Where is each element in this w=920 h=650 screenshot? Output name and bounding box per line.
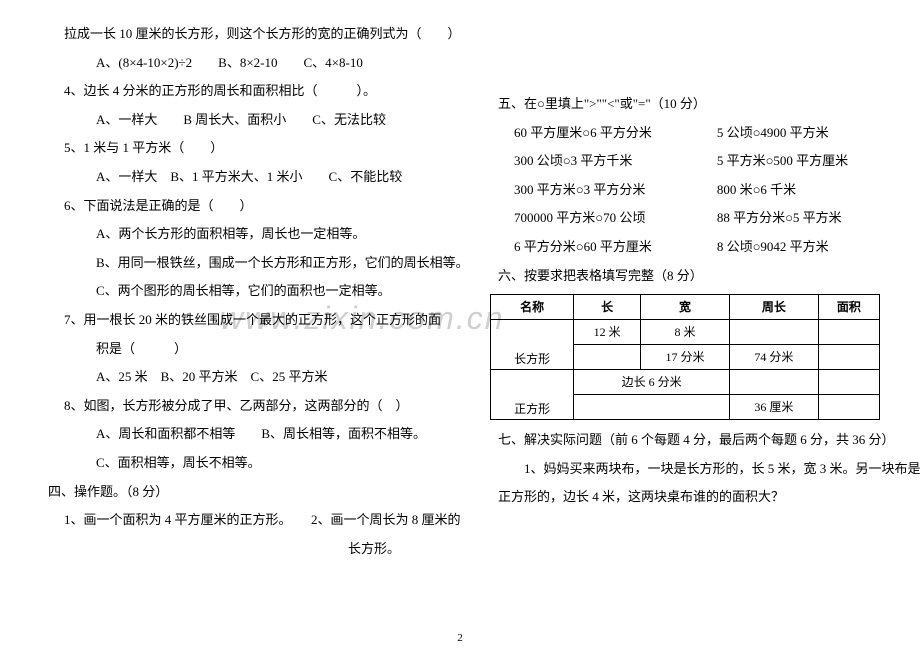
q6-opt-a: A、两个长方形的面积相等，周长也一定相等。 — [40, 220, 460, 249]
q-stem-continue: 拉成一长 10 厘米的长方形，则这个长方形的宽的正确列式为（ ） — [40, 20, 460, 49]
cell: 74 分米 — [729, 345, 818, 370]
cell: 17 分米 — [641, 345, 730, 370]
page-root: 拉成一长 10 厘米的长方形，则这个长方形的宽的正确列式为（ ） A、(8×4-… — [0, 0, 920, 650]
section-6: 六、按要求把表格填写完整（8 分） — [490, 262, 910, 291]
th-wid: 宽 — [641, 295, 730, 320]
s7-q1b: 正方形的，边长 4 米，这两块桌布谁的的面积大？ — [490, 483, 910, 512]
cell: 12 米 — [574, 320, 641, 345]
section-4-q1b: 长方形。 — [40, 535, 460, 564]
section-4: 四、操作题。（8 分） — [40, 478, 460, 507]
comp-5r: 8 公顷○9042 平方米 — [717, 233, 910, 262]
comp-5l: 6 平方分米○60 平方厘米 — [514, 233, 717, 262]
q4-options: A、一样大 B 周长大、面积小 C、无法比较 — [40, 106, 460, 135]
section-4-q1: 1、画一个面积为 4 平方厘米的正方形。 2、画一个周长为 8 厘米的 — [40, 506, 460, 535]
q8-opt-ab: A、周长和面积都不相等 B、周长相等，面积不相等。 — [40, 420, 460, 449]
cell — [818, 345, 879, 370]
cell — [574, 395, 730, 420]
comp-row-3: 300 平方米○3 平方分米 800 米○6 千米 — [490, 176, 910, 205]
q6-opt-b: B、用同一根铁丝，围成一个长方形和正方形，它们的周长相等。 — [40, 249, 460, 278]
cell — [818, 395, 879, 420]
comp-1r: 5 公顷○4900 平方米 — [717, 119, 910, 148]
cell-side6: 边长 6 分米 — [574, 370, 730, 395]
table-row: 长方形 12 米 8 米 — [491, 320, 880, 345]
cell — [729, 320, 818, 345]
q-options-1: A、(8×4-10×2)÷2 B、8×2-10 C、4×8-10 — [40, 49, 460, 78]
table-row: 名称 长 宽 周长 面积 — [491, 295, 880, 320]
th-area: 面积 — [818, 295, 879, 320]
q5: 5、1 米与 1 平方米（ ） — [40, 134, 460, 163]
section-7: 七、解决实际问题（前 6 个每题 4 分，最后两个每题 6 分，共 36 分） — [490, 426, 910, 455]
section-5: 五、在○里填上">""<"或"="（10 分） — [490, 90, 910, 119]
q4: 4、边长 4 分米的正方形的周长和面积相比（ ）。 — [40, 77, 460, 106]
comp-row-1: 60 平方厘米○6 平方分米 5 公顷○4900 平方米 — [490, 119, 910, 148]
comp-row-5: 6 平方分米○60 平方厘米 8 公顷○9042 平方米 — [490, 233, 910, 262]
cell: 36 厘米 — [729, 395, 818, 420]
q6-opt-c: C、两个图形的周长相等，它们的面积也一定相等。 — [40, 277, 460, 306]
left-column: 拉成一长 10 厘米的长方形，则这个长方形的宽的正确列式为（ ） A、(8×4-… — [40, 20, 480, 640]
comp-2r: 5 平方米○500 平方厘米 — [717, 147, 910, 176]
comp-1l: 60 平方厘米○6 平方分米 — [514, 119, 717, 148]
cell — [574, 345, 641, 370]
comp-4l: 700000 平方米○70 公顷 — [514, 204, 717, 233]
cell — [818, 320, 879, 345]
cell — [818, 370, 879, 395]
q5-options: A、一样大 B、1 平方米大、1 米小 C、不能比较 — [40, 163, 460, 192]
comp-2l: 300 公顷○3 平方千米 — [514, 147, 717, 176]
cell-sq: 正方形 — [491, 370, 574, 420]
q7-cont: 积是（ ） — [40, 335, 460, 364]
q8-opt-c: C、面积相等，周长不相等。 — [40, 449, 460, 478]
comp-4r: 88 平方分米○5 平方米 — [717, 204, 910, 233]
cell: 8 米 — [641, 320, 730, 345]
q8: 8、如图，长方形被分成了甲、乙两部分，这两部分的（ ） — [40, 392, 460, 421]
comp-3r: 800 米○6 千米 — [717, 176, 910, 205]
cell — [729, 370, 818, 395]
right-column: 五、在○里填上">""<"或"="（10 分） 60 平方厘米○6 平方分米 5… — [480, 20, 910, 640]
q6: 6、下面说法是正确的是（ ） — [40, 192, 460, 221]
comp-row-4: 700000 平方米○70 公顷 88 平方分米○5 平方米 — [490, 204, 910, 233]
comp-row-2: 300 公顷○3 平方千米 5 平方米○500 平方厘米 — [490, 147, 910, 176]
th-name: 名称 — [491, 295, 574, 320]
cell-rect: 长方形 — [491, 320, 574, 370]
comp-3l: 300 平方米○3 平方分米 — [514, 176, 717, 205]
table-row: 正方形 边长 6 分米 — [491, 370, 880, 395]
th-peri: 周长 — [729, 295, 818, 320]
q7: 7、用一根长 20 米的铁丝围成一个最大的正方形，这个正方形的面 — [40, 306, 460, 335]
s7-q1: 1、妈妈买来两块布，一块是长方形的，长 5 米，宽 3 米。另一块布是 — [490, 455, 910, 484]
fill-table: 名称 长 宽 周长 面积 长方形 12 米 8 米 17 分米 74 分米 正方… — [490, 294, 880, 420]
q7-options: A、25 米 B、20 平方米 C、25 平方米 — [40, 363, 460, 392]
th-len: 长 — [574, 295, 641, 320]
